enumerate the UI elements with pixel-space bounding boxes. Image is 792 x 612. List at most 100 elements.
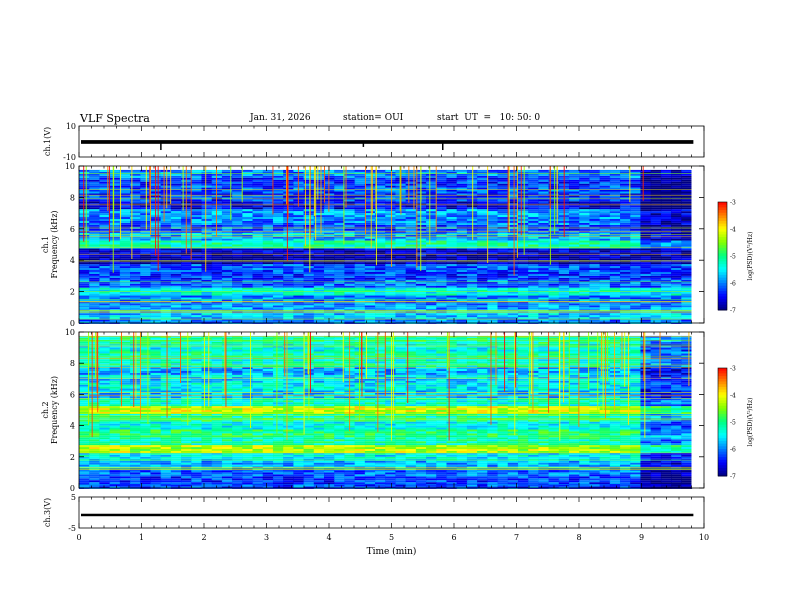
spectrogram-cell (426, 195, 437, 198)
spectrogram-cell (497, 299, 509, 302)
spectrogram-cell (130, 488, 141, 489)
spectrogram-cell (569, 224, 580, 227)
spectrogram-cell (89, 252, 101, 255)
spectrogram-cell (446, 273, 458, 276)
spectrogram-cell (262, 222, 274, 225)
spectrogram-cell (160, 201, 172, 204)
spectrogram-cell (487, 317, 499, 320)
spectrogram-cell (569, 252, 580, 255)
spectrogram-cell (364, 264, 376, 267)
spectrogram-cell (252, 193, 264, 196)
spectrogram-cell (538, 209, 550, 212)
spectrogram-cell (415, 213, 427, 216)
spectrogram-cell (385, 187, 397, 190)
spectrogram-cell (191, 488, 203, 489)
spectrogram-cell (436, 215, 448, 218)
spectrogram-cell (89, 303, 101, 306)
spectrogram-cell (630, 199, 642, 202)
spectrogram-cell (109, 213, 121, 216)
spectrogram-cell (569, 277, 580, 280)
spectrogram-cell (640, 179, 652, 182)
spectrogram-cell (262, 238, 274, 241)
spectrogram-cell (119, 171, 131, 174)
spectrogram-cell (201, 181, 213, 184)
spectrogram-cell (364, 321, 376, 323)
spectrogram-cell (630, 201, 642, 204)
spectrogram-cell (477, 242, 488, 245)
spectrogram-cell (620, 232, 631, 235)
spectrogram-cell (517, 195, 529, 198)
spectrogram-cell (191, 240, 203, 243)
spectrogram-cell (140, 266, 152, 269)
spectrogram-cell (344, 213, 356, 216)
spectrogram-cell (334, 268, 346, 271)
spectrogram-cell (191, 287, 203, 290)
spectrogram-cell (191, 207, 203, 210)
spectrogram-cell (609, 242, 621, 245)
spectrogram-cell (191, 283, 203, 286)
spectrogram-cell (252, 179, 264, 182)
spectrogram-cell (579, 201, 591, 204)
spectrogram-cell (293, 317, 305, 320)
spectrogram-cell (456, 191, 468, 194)
spectrogram-cell (436, 303, 448, 306)
spectrogram-cell (538, 215, 550, 218)
spectrogram-cell (211, 246, 223, 249)
spectrogram-cell (324, 222, 335, 225)
spectrogram-cell (415, 264, 427, 267)
spectrogram-cell (201, 215, 213, 218)
colorbar-swatch (718, 229, 727, 233)
spectrogram-cell (119, 222, 131, 225)
spectrogram-cell (334, 297, 346, 300)
spectrogram-cell (375, 181, 386, 184)
spectrogram-cell (119, 285, 131, 288)
spectrogram-cell (354, 234, 366, 237)
spectrogram-cell (201, 315, 213, 318)
spectrogram-cell (599, 203, 611, 206)
spectrogram-cell (262, 203, 274, 206)
spectrogram-cell (650, 270, 662, 272)
spectrogram-cell (344, 319, 356, 322)
spectrogram-cell (456, 250, 468, 253)
spectrogram-cell (517, 297, 529, 300)
spectrogram-cell (456, 323, 468, 324)
spectrogram-cell (364, 315, 376, 318)
spectrogram-cell (579, 256, 591, 259)
spectrogram-cell (252, 244, 264, 247)
spectrogram-cell (426, 315, 437, 318)
spectrogram-cell (517, 307, 529, 310)
spectrogram-cell (375, 195, 386, 198)
spectrogram-cell (324, 297, 335, 300)
spectrogram-cell (681, 234, 693, 237)
spectrogram-cell (313, 234, 325, 237)
spectrogram-cell (160, 213, 172, 216)
spectrogram-cell (660, 228, 672, 231)
spectrogram-cell (232, 246, 243, 249)
spectrogram-cell (140, 218, 152, 221)
spectrogram-cell (650, 205, 662, 208)
spectrogram-cell (477, 222, 488, 225)
spectrogram-cell (671, 321, 682, 323)
spectrogram-cell (640, 218, 652, 221)
spectrogram-cell (89, 248, 101, 251)
spectrogram-cell (415, 303, 427, 306)
spectrogram-cell (232, 248, 243, 251)
spectrogram-cell (487, 297, 499, 300)
spectrogram-cell (140, 291, 152, 294)
spectrogram-cell (620, 201, 631, 204)
spectrogram-cell (589, 252, 601, 255)
spectrogram-cell (283, 181, 294, 184)
spectrogram-cell (262, 254, 274, 257)
spectrogram-cell (191, 234, 203, 237)
spectrogram-cell (211, 218, 223, 221)
spectrogram-cell (609, 264, 621, 267)
spectrogram-cell (334, 175, 346, 178)
spectrogram-cell (395, 224, 407, 227)
spectrogram-cell (140, 181, 152, 184)
spectrogram-cell (671, 234, 682, 237)
spectrogram-cell (528, 199, 539, 202)
spectrogram-cell (599, 287, 611, 290)
spectrogram-cell (252, 209, 264, 212)
spectrogram-cell (344, 193, 356, 196)
spectrogram-cell (487, 295, 499, 298)
